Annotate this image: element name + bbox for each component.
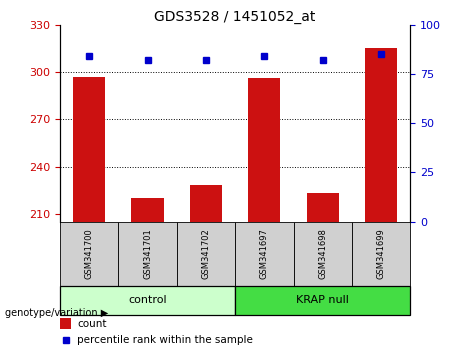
Text: control: control	[128, 295, 167, 306]
Bar	[60, 222, 118, 286]
Bar	[60, 286, 235, 315]
Text: count: count	[77, 319, 107, 329]
Bar	[248, 78, 280, 222]
Bar	[118, 222, 177, 286]
Bar	[307, 193, 339, 222]
Bar	[60, 318, 71, 329]
Text: genotype/variation ▶: genotype/variation ▶	[5, 308, 108, 318]
Text: GSM341699: GSM341699	[377, 228, 385, 279]
Text: GSM341702: GSM341702	[201, 228, 210, 279]
Bar	[235, 286, 410, 315]
Text: GSM341700: GSM341700	[85, 228, 94, 279]
Bar	[177, 222, 235, 286]
Bar	[352, 222, 410, 286]
Bar	[131, 198, 164, 222]
Text: percentile rank within the sample: percentile rank within the sample	[77, 335, 254, 345]
Bar	[365, 48, 397, 222]
Bar	[73, 77, 105, 222]
Text: KRAP null: KRAP null	[296, 295, 349, 306]
Text: GSM341697: GSM341697	[260, 228, 269, 279]
Text: GSM341698: GSM341698	[318, 228, 327, 279]
Text: GSM341701: GSM341701	[143, 228, 152, 279]
Bar	[235, 222, 294, 286]
Bar	[294, 222, 352, 286]
Title: GDS3528 / 1451052_at: GDS3528 / 1451052_at	[154, 10, 316, 24]
Bar	[190, 185, 222, 222]
